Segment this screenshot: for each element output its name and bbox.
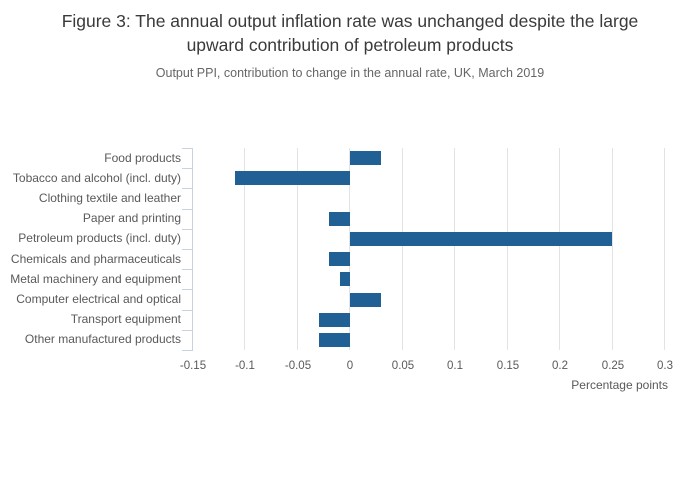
y-axis-tick: [182, 249, 192, 250]
grid-line: [402, 148, 403, 350]
x-tick-label: 0: [346, 360, 354, 372]
category-label: Computer electrical and optical: [16, 292, 181, 306]
grid-line: [612, 148, 613, 350]
chart-subtitle: Output PPI, contribution to change in th…: [155, 66, 545, 80]
x-tick-label: 0.3: [657, 360, 673, 372]
grid-line: [349, 148, 350, 350]
category-label: Transport equipment: [70, 312, 181, 326]
bar: [350, 293, 381, 307]
chart-title-line2: upward contribution of petroleum product…: [186, 35, 514, 55]
y-axis-tick: [182, 209, 192, 210]
x-tick-label: -0.1: [235, 360, 255, 372]
bar: [340, 272, 350, 286]
category-label: Tobacco and alcohol (incl. duty): [12, 171, 181, 185]
grid-line: [244, 148, 245, 350]
bar: [350, 232, 612, 246]
bar: [319, 313, 350, 327]
y-axis-tick: [182, 148, 192, 149]
y-axis-tick: [182, 168, 192, 169]
y-axis-tick: [182, 350, 192, 351]
x-tick-label: 0.25: [601, 360, 625, 372]
y-axis-tick: [182, 330, 192, 331]
category-label: Paper and printing: [82, 211, 181, 225]
bar: [329, 212, 350, 226]
bar: [235, 171, 350, 185]
x-axis-title: Percentage points: [571, 378, 668, 392]
x-tick-label: -0.15: [179, 360, 207, 372]
x-tick-label: 0.2: [552, 360, 568, 372]
category-label: Other manufactured products: [24, 332, 181, 346]
grid-line: [297, 148, 298, 350]
x-tick-label: 0.1: [447, 360, 463, 372]
x-tick-label: 0.15: [496, 360, 520, 372]
category-label: Clothing textile and leather: [38, 191, 181, 205]
bar: [329, 252, 350, 266]
bar: [319, 333, 350, 347]
category-label: Chemicals and pharmaceuticals: [10, 252, 181, 266]
grid-line: [454, 148, 455, 350]
x-tick-label: 0.05: [391, 360, 415, 372]
bar: [350, 151, 381, 165]
grid-line: [664, 148, 665, 350]
y-axis-tick: [182, 269, 192, 270]
category-label: Food products: [104, 151, 181, 165]
x-tick-label: -0.05: [284, 360, 312, 372]
y-axis-tick: [182, 289, 192, 290]
category-label: Petroleum products (incl. duty): [18, 231, 181, 245]
grid-line: [507, 148, 508, 350]
y-axis-line: [192, 148, 193, 351]
grid-line: [559, 148, 560, 350]
category-label: Metal machinery and equipment: [10, 272, 181, 286]
y-axis-tick: [182, 229, 192, 230]
y-axis-tick: [182, 188, 192, 189]
chart-title-line1: Figure 3: The annual output inflation ra…: [61, 11, 639, 31]
y-axis-tick: [182, 310, 192, 311]
chart-title: Figure 3: The annual output inflation ra…: [0, 0, 700, 57]
